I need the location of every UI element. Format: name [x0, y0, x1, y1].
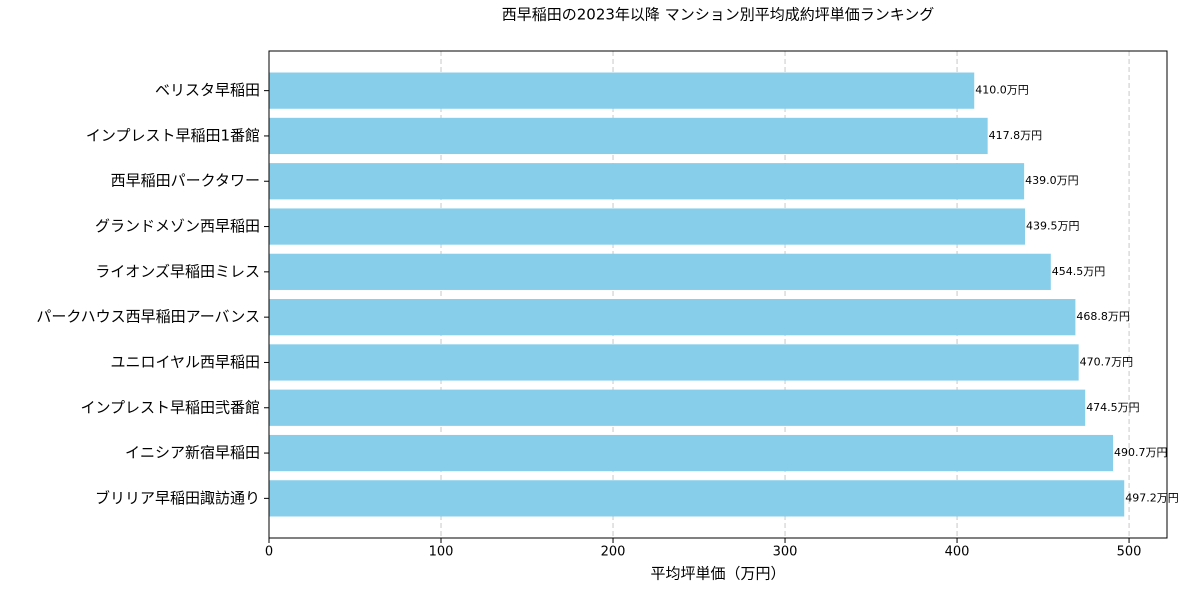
y-tick-label: ユニロイヤル西早稲田	[110, 353, 260, 371]
bar	[269, 117, 988, 155]
x-tick-label: 0	[265, 545, 273, 560]
value-label: 410.0万円	[975, 84, 1029, 97]
bar	[269, 389, 1086, 426]
y-tick-label: グランドメゾン西早稲田	[95, 217, 260, 235]
bar	[269, 253, 1051, 290]
value-label: 454.5万円	[1052, 265, 1106, 278]
value-label: 490.7万円	[1114, 446, 1168, 459]
value-label: 497.2万円	[1125, 491, 1179, 504]
chart-title: 西早稲田の2023年以降 マンション別平均成約坪単価ランキング	[502, 6, 935, 24]
x-tick-label: 400	[945, 545, 970, 560]
y-tick-label: 西早稲田パークタワー	[111, 172, 260, 190]
value-label: 468.8万円	[1076, 310, 1130, 323]
x-tick-label: 100	[429, 545, 454, 560]
plot-frame	[268, 50, 1168, 539]
value-label: 417.8万円	[989, 129, 1042, 142]
value-label: 439.5万円	[1026, 220, 1080, 233]
x-axis-label: 平均坪単価（万円）	[650, 565, 785, 583]
y-tick-label: ブリリア早稲田諏訪通り	[95, 489, 260, 507]
y-tick-label: イニシア新宿早稲田	[125, 444, 260, 462]
y-tick-label: インプレスト早稲田弐番館	[80, 398, 260, 416]
y-tick-label: インプレスト早稲田1番館	[86, 126, 260, 144]
y-tick-label: ライオンズ早稲田ミレス	[95, 262, 260, 280]
bar	[269, 163, 1025, 200]
bar	[269, 299, 1076, 336]
x-tick-label: 500	[1117, 545, 1142, 560]
bar	[269, 72, 975, 109]
x-tick-label: 300	[773, 545, 798, 560]
bar	[269, 480, 1125, 517]
bar	[269, 434, 1114, 472]
value-label: 474.5万円	[1086, 401, 1140, 414]
y-tick-label: ベリスタ早稲田	[155, 81, 260, 99]
x-tick-label: 200	[601, 545, 626, 560]
value-label: 439.0万円	[1025, 174, 1079, 187]
bar	[269, 208, 1025, 245]
y-tick-label: パークハウス西早稲田アーバンス	[36, 308, 260, 326]
bar	[269, 344, 1079, 381]
value-label: 470.7万円	[1080, 355, 1134, 368]
